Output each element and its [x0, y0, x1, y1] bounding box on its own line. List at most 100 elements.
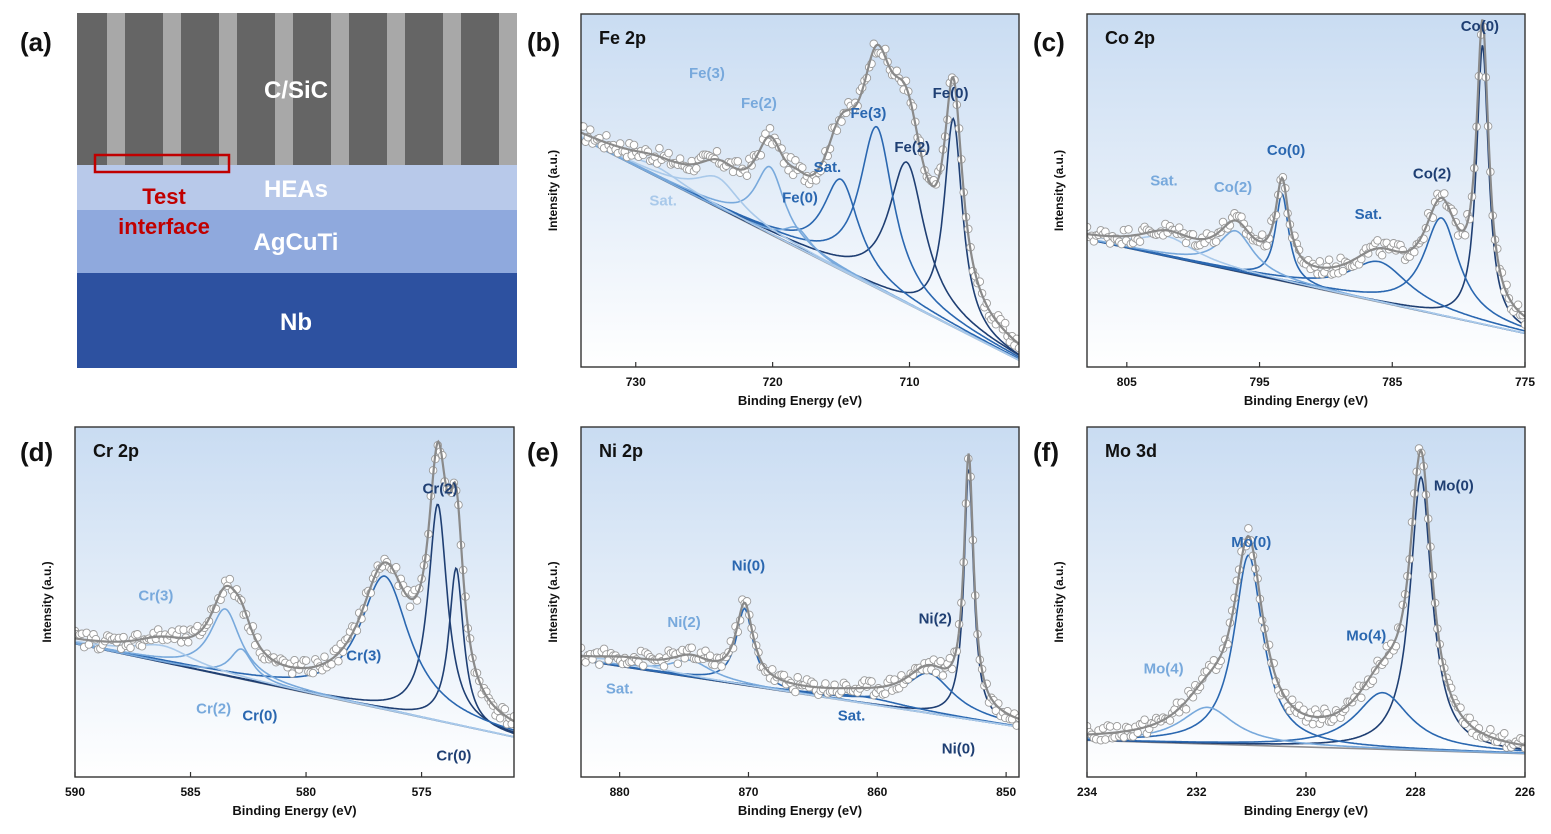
data-point: [495, 714, 505, 723]
data-point: [1244, 524, 1253, 533]
chart-title: Ni 2p: [599, 441, 643, 461]
peak-annotation: Fe(0): [933, 85, 969, 102]
peak-annotation: Sat.: [606, 681, 634, 698]
data-point: [133, 630, 142, 639]
data-point: [585, 125, 595, 134]
data-point: [119, 632, 128, 642]
x-tick-label: 860: [867, 785, 887, 799]
csic-stripes: [107, 13, 517, 165]
data-point: [1000, 318, 1010, 328]
panel-b-tag: (b): [527, 27, 560, 57]
data-point: [710, 660, 719, 670]
peak-sat: [581, 656, 1019, 728]
data-point: [687, 643, 696, 652]
peak-annotation: Sat.: [838, 707, 866, 724]
data-point: [742, 171, 752, 180]
peak-annotation: Mo(0): [1434, 477, 1474, 494]
plot-content: [75, 439, 514, 738]
csic-stripe: [387, 13, 405, 165]
x-axis-label: Binding Energy (eV): [1244, 803, 1368, 818]
data-point: [1014, 343, 1019, 353]
data-point: [938, 671, 948, 680]
peak-annotation: Ni(0): [732, 557, 765, 574]
plot-frame: [580, 13, 1020, 368]
data-point: [675, 154, 685, 163]
data-point: [1101, 735, 1110, 744]
csic-stripe: [219, 13, 237, 165]
peak-annotation: Mo(4): [1144, 661, 1184, 678]
agcuti-label: AgCuTi: [254, 229, 339, 256]
panel-a-tag: (a): [20, 27, 52, 57]
peak-annotation: Cr(2): [423, 481, 458, 498]
panel-e-tag: (e): [527, 437, 559, 467]
data-point: [1308, 719, 1318, 729]
peak-annotation: Fe(0): [782, 189, 818, 206]
data-point: [717, 662, 726, 671]
panel-e: 880 870 860 850 Binding Energy (eV) Intensity…: [527, 426, 1020, 818]
data-point: [765, 124, 775, 133]
data-point: [1377, 250, 1387, 260]
plot-frame: [580, 426, 1020, 778]
panel-a: (a) C/SiC HEAs AgCuTi Nb Test interface: [20, 13, 517, 368]
data-point: [1357, 693, 1366, 703]
peak-annotation: Cr(3): [346, 647, 381, 664]
data-point: [761, 129, 770, 138]
peak-annotation: Cr(0): [436, 747, 471, 764]
csic-stripe: [163, 13, 181, 165]
data-point: [1460, 231, 1470, 240]
csic-stripe: [275, 13, 293, 165]
data-point: [1368, 676, 1378, 685]
data-point: [1119, 733, 1129, 742]
data-point: [791, 156, 800, 165]
data-point: [1112, 721, 1122, 731]
data-point: [320, 652, 329, 661]
data-point: [301, 656, 311, 665]
peak-mo4: [1087, 691, 1525, 752]
panel-c: 805 795 785 775 Binding Energy (eV) Intensity…: [1033, 13, 1535, 408]
x-axis-label: Binding Energy (eV): [232, 803, 356, 818]
data-points: [581, 39, 1019, 353]
panel-d-tag: (d): [20, 437, 53, 467]
y-axis-label: Intensity (a.u.): [40, 561, 54, 642]
data-point: [892, 66, 902, 76]
data-point: [1338, 266, 1348, 276]
x-tick-label: 850: [996, 785, 1016, 799]
data-point: [793, 673, 802, 682]
csic-stripe: [443, 13, 461, 165]
x-tick-label: 232: [1186, 785, 1206, 799]
data-point: [655, 143, 664, 153]
data-point: [1324, 255, 1334, 264]
data-point: [1140, 715, 1149, 724]
data-point: [500, 704, 510, 714]
peak-annotation: Co(2): [1413, 166, 1451, 183]
data-point: [1105, 722, 1115, 731]
y-axis-label: Intensity (a.u.): [1052, 561, 1066, 642]
peak-annotation: Co(0): [1267, 142, 1305, 159]
envelope-fit: [581, 43, 1019, 345]
agcuti-layer: [77, 210, 517, 273]
x-tick-label: 585: [181, 785, 201, 799]
x-tick-label: 234: [1077, 785, 1097, 799]
x-tick-label: 805: [1117, 375, 1137, 389]
data-point: [629, 140, 639, 150]
panel-b: 730 720 710 Binding Energy (eV) Intensity (a…: [527, 13, 1020, 408]
data-point: [327, 660, 336, 669]
data-points: [581, 454, 1019, 730]
peak-annotation: Cr(2): [196, 701, 231, 718]
data-point: [638, 661, 648, 671]
x-tick-label: 785: [1382, 375, 1402, 389]
data-point: [791, 687, 800, 697]
test-label-line2: interface: [118, 214, 210, 239]
plot-area: [1087, 14, 1525, 367]
peak-annotation: Sat.: [1355, 206, 1383, 223]
data-point: [1465, 713, 1474, 723]
panel-c-tag: (c): [1033, 27, 1065, 57]
x-tick-label: 720: [763, 375, 783, 389]
data-point: [1211, 237, 1221, 246]
panel-f: 234 232 230 228 226 Binding Energy (eV) Intens…: [1033, 426, 1535, 818]
data-point: [1087, 222, 1092, 232]
data-point: [768, 665, 777, 674]
data-point: [183, 637, 193, 647]
x-tick-label: 880: [610, 785, 630, 799]
